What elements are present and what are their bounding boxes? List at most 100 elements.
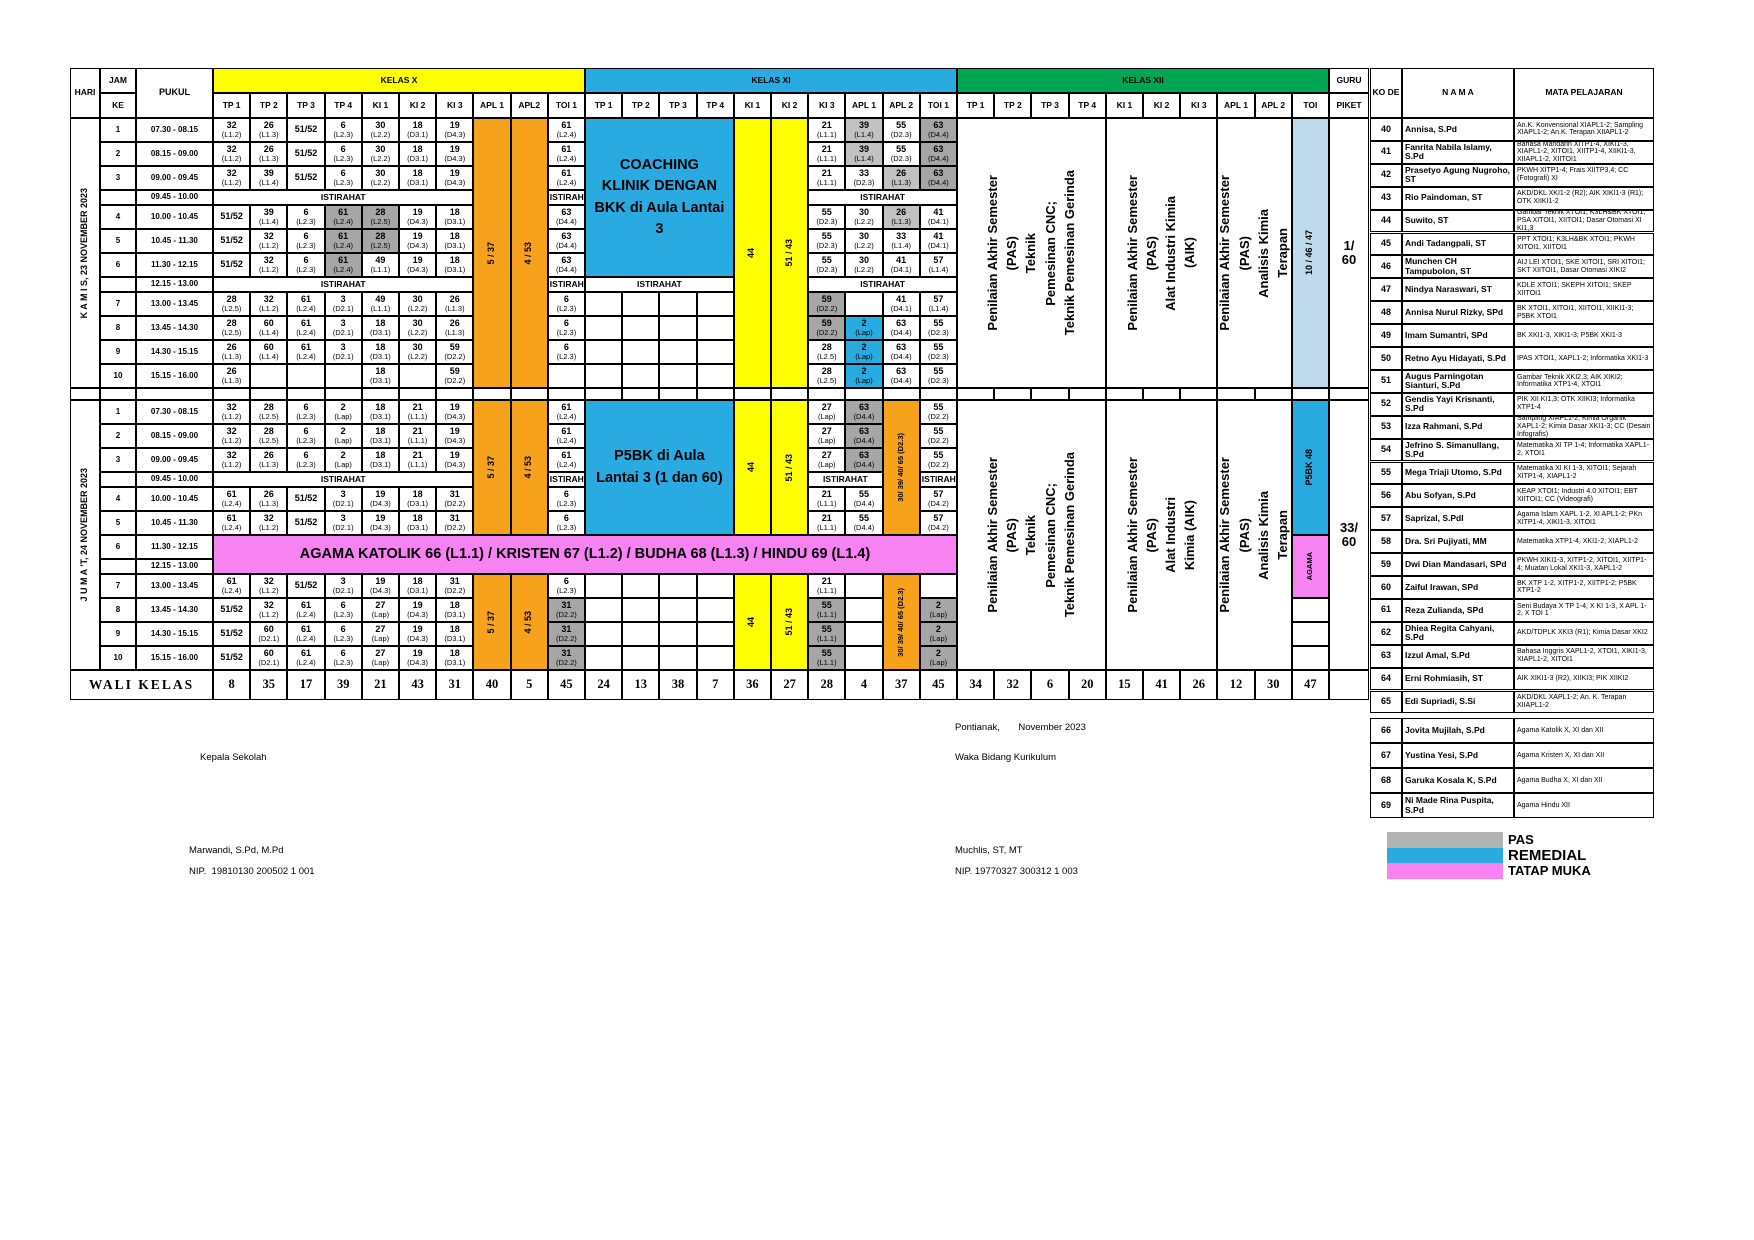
teacher-code: 59	[1370, 553, 1402, 576]
wali-kelas-value: 27	[771, 670, 809, 700]
schedule-cell: 55 (D2.3)	[808, 229, 846, 253]
schedule-cell	[659, 598, 697, 622]
schedule-cell: 61 (L2.4)	[547, 400, 585, 424]
pas-swatch	[1387, 832, 1503, 848]
spacer-cell	[100, 388, 136, 400]
spacer-cell	[771, 388, 809, 400]
teacher-code: 44	[1370, 209, 1402, 233]
period-number: 5	[100, 511, 136, 535]
schedule-cell: 3 (D2.1)	[324, 511, 362, 535]
schedule-cell: 19 (D4.3)	[436, 448, 474, 472]
kelas-group-header: KELAS XI	[585, 68, 957, 93]
apl2-xi-band: 30/ 39/ 40/ 65 (D2.3)	[882, 574, 920, 670]
schedule-cell	[696, 292, 734, 316]
time-cell: 15.15 - 16.00	[136, 646, 213, 670]
spacer-cell	[1291, 388, 1329, 400]
period-number: 1	[100, 400, 136, 424]
legend: PAS REMEDIAL TATAP MUKA	[1387, 832, 1591, 879]
schedule-cell: 6 (L2.3)	[324, 166, 362, 190]
teacher-name: Izza Rahmani, S.Pd	[1402, 415, 1514, 439]
schedule-cell: 2 (Lap)	[845, 340, 883, 364]
mapel-header: MATA PELAJARAN	[1514, 68, 1654, 118]
time-cell: 13.00 - 13.45	[136, 292, 213, 316]
schedule-cell: 6 (L2.3)	[287, 205, 325, 229]
schedule-cell: 19 (D4.3)	[399, 598, 437, 622]
period-number: 2	[100, 142, 136, 166]
waka-kurikulum-name: Muchlis, ST, MT	[955, 845, 1023, 856]
break-cell: ISTIRAHAT	[547, 190, 585, 205]
teacher-name: Prasetyo Agung Nugroho, ST	[1402, 163, 1514, 187]
teacher-code: 57	[1370, 507, 1402, 531]
nama-header: N A M A	[1402, 68, 1514, 118]
class-column-header: TOI	[1291, 93, 1329, 118]
schedule-cell: 55 (D2.3)	[808, 205, 846, 229]
schedule-cell: 18 (D3.1)	[436, 253, 474, 277]
wali-kelas-value: 20	[1068, 670, 1106, 700]
legend-label: PAS	[1508, 832, 1534, 848]
teacher-code: 63	[1370, 644, 1402, 668]
schedule-cell: 32 (L1.2)	[213, 448, 251, 472]
schedule-cell: 61 (L2.4)	[287, 316, 325, 340]
ki1-xi-band: 44	[733, 118, 771, 388]
schedule-cell: 60 (L1.4)	[250, 340, 288, 364]
schedule-cell	[659, 316, 697, 340]
teacher-subject: IPAS XTOI1, XAPL1-2; Informatika XKI1-3	[1514, 347, 1654, 370]
schedule-cell: 18 (D3.1)	[361, 400, 399, 424]
waka-kurikulum-title: Waka Bidang Kurikulum	[955, 752, 1057, 763]
schedule-cell: 31 (D2.2)	[436, 487, 474, 511]
schedule-cell	[547, 364, 585, 388]
teacher-subject: PKWH XITP1-4; Frais XIITP3,4; CC (Fotogr…	[1514, 163, 1654, 187]
schedule-cell: 26 (L1.3)	[436, 316, 474, 340]
wali-kelas-value: 34	[957, 670, 995, 700]
schedule-cell: 18 (D3.1)	[399, 166, 437, 190]
wali-kelas-value: 26	[1180, 670, 1218, 700]
schedule-cell: 19 (D4.3)	[399, 253, 437, 277]
teacher-subject: Seni Budaya X TP 1-4, X KI 1-3, X APL 1-…	[1514, 598, 1654, 622]
remedial-swatch	[1387, 847, 1503, 863]
teacher-code: 61	[1370, 598, 1402, 622]
teacher-code: 55	[1370, 461, 1402, 485]
wali-kelas-value: 15	[1105, 670, 1143, 700]
schedule-cell: 55 (D2.3)	[882, 118, 920, 142]
schedule-cell	[1291, 598, 1329, 622]
teacher-subject: BK XTOI1, XITOI1, XIITOI1, XIIKI1-3; P5B…	[1514, 301, 1654, 325]
break-cell: ISTIRAHAT	[808, 190, 957, 205]
break-cell: ISTIRAHAT	[547, 472, 585, 487]
schedule-cell	[622, 574, 660, 598]
schedule-cell: 31 (D2.2)	[436, 574, 474, 598]
guru-piket-cell: 1/ 60	[1329, 118, 1369, 388]
wali-kelas-value: 30	[1254, 670, 1292, 700]
schedule-cell: 31 (D2.2)	[547, 598, 585, 622]
schedule-cell: 32 (L1.2)	[250, 229, 288, 253]
time-cell: 10.45 - 11.30	[136, 511, 213, 535]
schedule-cell	[1291, 622, 1329, 646]
schedule-cell: 63 (D4.4)	[845, 424, 883, 448]
ki2-xi-band: 51 / 43	[771, 574, 809, 670]
schedule-cell: 41 (D4.1)	[919, 229, 957, 253]
schedule-cell: 39 (L1.4)	[250, 205, 288, 229]
wali-kelas-value: 6	[1031, 670, 1069, 700]
class-column-header: TP 1	[585, 93, 623, 118]
pas-ki-xii-block: Penilaian Akhir Semester (PAS) Alat Indust…	[1105, 118, 1218, 388]
schedule-cell: 41 (D4.1)	[882, 292, 920, 316]
schedule-cell: 30 (L2.2)	[845, 253, 883, 277]
teacher-subject: BK XKI1-3, XIKI1-3; P5BK XKI1-3	[1514, 324, 1654, 347]
schedule-cell: 61 (L2.4)	[287, 340, 325, 364]
schedule-cell: 26 (L1.3)	[250, 487, 288, 511]
schedule-cell: 55 (D2.3)	[882, 142, 920, 166]
spacer-cell	[70, 388, 100, 400]
schedule-cell: 31 (D2.2)	[547, 622, 585, 646]
schedule-cell: 6 (L2.3)	[547, 574, 585, 598]
period-number: 7	[100, 574, 136, 598]
teacher-code: 52	[1370, 392, 1402, 416]
teacher-name: Mega Triaji Utomo, S.Pd	[1402, 461, 1514, 485]
pukul-header: PUKUL	[136, 68, 213, 118]
teacher-code: 49	[1370, 324, 1402, 347]
class-column-header: TP 4	[324, 93, 362, 118]
teacher-subject: PIK XII KI1,3; OTK XIIKI3; Informatika X…	[1514, 392, 1654, 416]
schedule-cell: 55 (D2.2)	[919, 424, 957, 448]
schedule-cell: 59 (D2.2)	[808, 316, 846, 340]
time-cell: 09.45 - 10.00	[136, 472, 213, 487]
schedule-cell: 2 (Lap)	[324, 424, 362, 448]
schedule-cell: 28 (L2.5)	[808, 364, 846, 388]
